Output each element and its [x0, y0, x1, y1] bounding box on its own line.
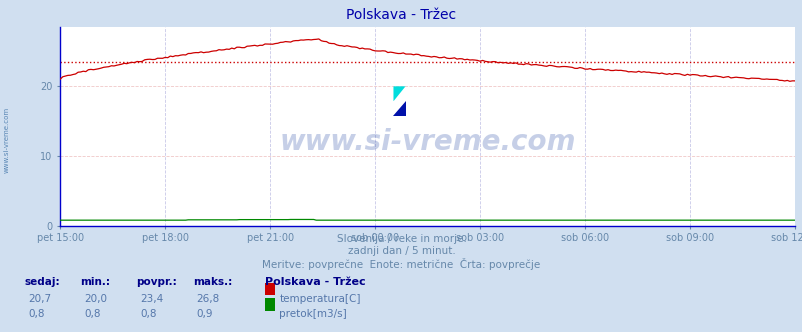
Text: 0,8: 0,8	[140, 309, 157, 319]
Text: 20,7: 20,7	[28, 294, 51, 304]
Text: sedaj:: sedaj:	[24, 277, 59, 287]
Polygon shape	[393, 101, 405, 116]
Text: www.si-vreme.com: www.si-vreme.com	[279, 128, 575, 156]
Text: Slovenija / reke in morje.: Slovenija / reke in morje.	[336, 234, 466, 244]
Text: 20,0: 20,0	[84, 294, 107, 304]
Text: 23,4: 23,4	[140, 294, 164, 304]
Text: Meritve: povprečne  Enote: metrične  Črta: povprečje: Meritve: povprečne Enote: metrične Črta:…	[262, 258, 540, 270]
Polygon shape	[393, 86, 405, 101]
Text: maks.:: maks.:	[192, 277, 232, 287]
Text: www.si-vreme.com: www.si-vreme.com	[3, 106, 10, 173]
Text: min.:: min.:	[80, 277, 110, 287]
Text: temperatura[C]: temperatura[C]	[279, 294, 360, 304]
Text: 0,8: 0,8	[28, 309, 45, 319]
Text: 26,8: 26,8	[196, 294, 220, 304]
Text: Polskava - Tržec: Polskava - Tržec	[346, 8, 456, 22]
Text: 0,9: 0,9	[196, 309, 213, 319]
Text: zadnji dan / 5 minut.: zadnji dan / 5 minut.	[347, 246, 455, 256]
Text: povpr.:: povpr.:	[136, 277, 177, 287]
Text: Polskava - Tržec: Polskava - Tržec	[265, 277, 365, 287]
Text: pretok[m3/s]: pretok[m3/s]	[279, 309, 346, 319]
Text: 0,8: 0,8	[84, 309, 101, 319]
